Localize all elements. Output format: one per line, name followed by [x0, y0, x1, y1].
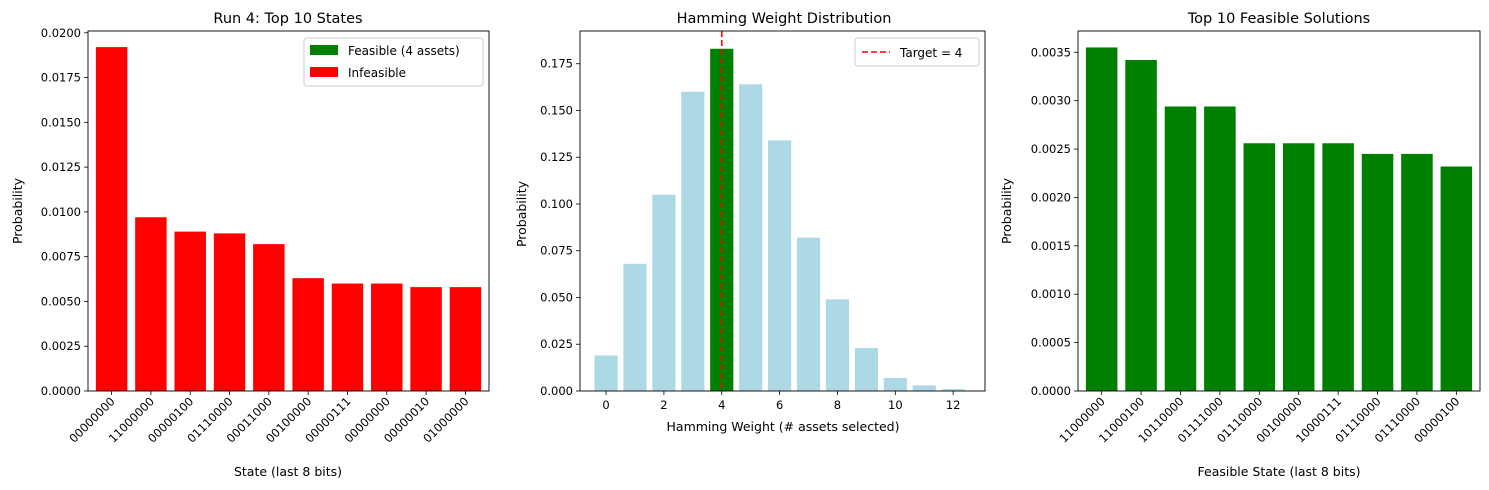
y-tick-label: 0.0050 [41, 294, 81, 308]
hamming-bar [739, 84, 763, 391]
panel2-title: Hamming Weight Distribution [677, 11, 892, 27]
legend-swatch-feasible [310, 45, 338, 55]
panel2-x-ticks: 0 2 4 6 8 10 12 [602, 391, 960, 412]
panel3-x-label: Feasible State (last 8 bits) [1198, 464, 1361, 479]
panel1-x-label: State (last 8 bits) [234, 464, 342, 479]
y-tick-label: 0.0175 [41, 71, 81, 85]
x-tick-label: 12 [946, 398, 961, 412]
y-tick-label: 0.0000 [1031, 384, 1071, 398]
bar [1085, 47, 1118, 392]
y-tick-label: 0.150 [540, 103, 573, 117]
panel2-legend: Target = 4 [854, 37, 980, 67]
bar [174, 231, 206, 391]
bar [1361, 153, 1394, 391]
bar [292, 278, 324, 391]
panel1-bars [95, 47, 482, 391]
bar [1282, 143, 1315, 391]
y-tick-label: 0.0020 [1031, 190, 1071, 204]
legend-label-infeasible: Infeasible [348, 66, 406, 80]
hamming-bar [941, 389, 965, 391]
panel1-title: Run 4: Top 10 States [213, 11, 362, 27]
hamming-bar [854, 347, 878, 391]
bar [1440, 166, 1473, 391]
panel-top-feasible: Top 10 Feasible Solutions 0.00000.00050.… [999, 11, 1481, 479]
panel3-y-label: Probability [999, 177, 1014, 244]
panel-top-states: Run 4: Top 10 States 0.00000.00250.00500… [10, 11, 490, 479]
y-tick-label: 0.0025 [41, 339, 81, 353]
bar [410, 287, 442, 391]
y-tick-label: 0.0015 [1031, 239, 1071, 253]
x-tick-label: 10 [888, 398, 903, 412]
hamming-bar [594, 355, 618, 391]
y-tick-label: 0.0000 [41, 384, 81, 398]
y-tick-label: 0.0025 [1031, 142, 1071, 156]
y-tick-label: 0.025 [540, 337, 573, 351]
y-tick-label: 0.0075 [41, 250, 81, 264]
bar [1204, 106, 1236, 391]
y-tick-label: 0.0125 [41, 160, 81, 174]
y-tick-label: 0.0100 [41, 205, 81, 219]
y-tick-label: 0.175 [540, 57, 573, 71]
x-tick-label: 4 [718, 398, 725, 412]
panel1-y-ticks: 0.0000 0.0025 0.0050 0.0075 0.0100 0.0125 0.01… [41, 26, 88, 398]
y-tick-label: 0.0005 [1031, 336, 1071, 350]
bar [213, 233, 246, 391]
panel3-y-ticks: 0.0000 0.0005 0.0010 0.0015 0.0020 0.0025 0.00… [1031, 45, 1078, 398]
y-tick-label: 0.125 [540, 150, 573, 164]
bar [331, 283, 364, 391]
hamming-bar [768, 140, 792, 391]
panel1-axes-frame [87, 30, 490, 392]
hamming-bar [710, 48, 734, 391]
y-tick-label: 0.0200 [41, 26, 81, 40]
x-tick-label: 0 [602, 398, 609, 412]
y-tick-label: 0.0150 [41, 115, 81, 129]
y-tick-label: 0.075 [540, 244, 573, 258]
bar [1125, 60, 1157, 391]
hamming-bar [796, 237, 821, 391]
panel-hamming-weight: Hamming Weight Distribution 0.0000.0250.… [514, 11, 986, 434]
bar [253, 244, 285, 391]
legend-label-target: Target = 4 [899, 46, 962, 60]
bar [1164, 106, 1197, 391]
y-tick-label: 0.100 [540, 197, 573, 211]
y-tick-label: 0.0030 [1031, 94, 1071, 108]
y-tick-label: 0.0035 [1031, 45, 1071, 59]
bar [1322, 143, 1354, 391]
panel1-legend-box [303, 37, 484, 87]
y-tick-label: 0.0010 [1031, 287, 1071, 301]
bar [1243, 143, 1276, 391]
panel1-legend: Feasible (4 assets) Infeasible [303, 37, 484, 87]
legend-label-feasible: Feasible (4 assets) [348, 44, 460, 58]
panel2-y-ticks: 0.000 0.025 0.050 0.075 0.100 0.125 0.150 0.175 [540, 57, 580, 398]
bar [1401, 153, 1433, 391]
hamming-bar [912, 385, 936, 391]
x-tick-label: 2 [660, 398, 667, 412]
hamming-bar [652, 194, 676, 391]
bar [135, 217, 167, 391]
hamming-bar [623, 263, 647, 391]
legend-swatch-infeasible [310, 67, 338, 77]
panel3-axes-frame [1077, 30, 1481, 392]
hamming-bar [825, 299, 850, 391]
hamming-bar [883, 377, 907, 391]
panel3-x-ticks: 1100000011000100101100000111100001110000… [1056, 391, 1462, 446]
x-tick-label: 8 [834, 398, 841, 412]
bar [371, 283, 403, 391]
bar [449, 287, 482, 391]
panel2-axes-frame [579, 30, 986, 392]
y-tick-label: 0.000 [540, 384, 573, 398]
panel3-title: Top 10 Feasible Solutions [1187, 11, 1370, 27]
x-tick-label: 6 [776, 398, 783, 412]
panel2-bars [594, 48, 965, 391]
hamming-bar [681, 91, 705, 391]
panel1-x-ticks: 0000000011000000000001000111000000011000… [66, 391, 472, 446]
panel3-bars [1085, 47, 1473, 392]
panel2-legend-box [854, 37, 980, 67]
y-tick-label: 0.050 [540, 290, 573, 304]
bar [95, 47, 128, 391]
panel2-y-label: Probability [514, 180, 529, 247]
panel1-y-label: Probability [10, 177, 25, 244]
panel2-x-label: Hamming Weight (# assets selected) [667, 419, 900, 434]
